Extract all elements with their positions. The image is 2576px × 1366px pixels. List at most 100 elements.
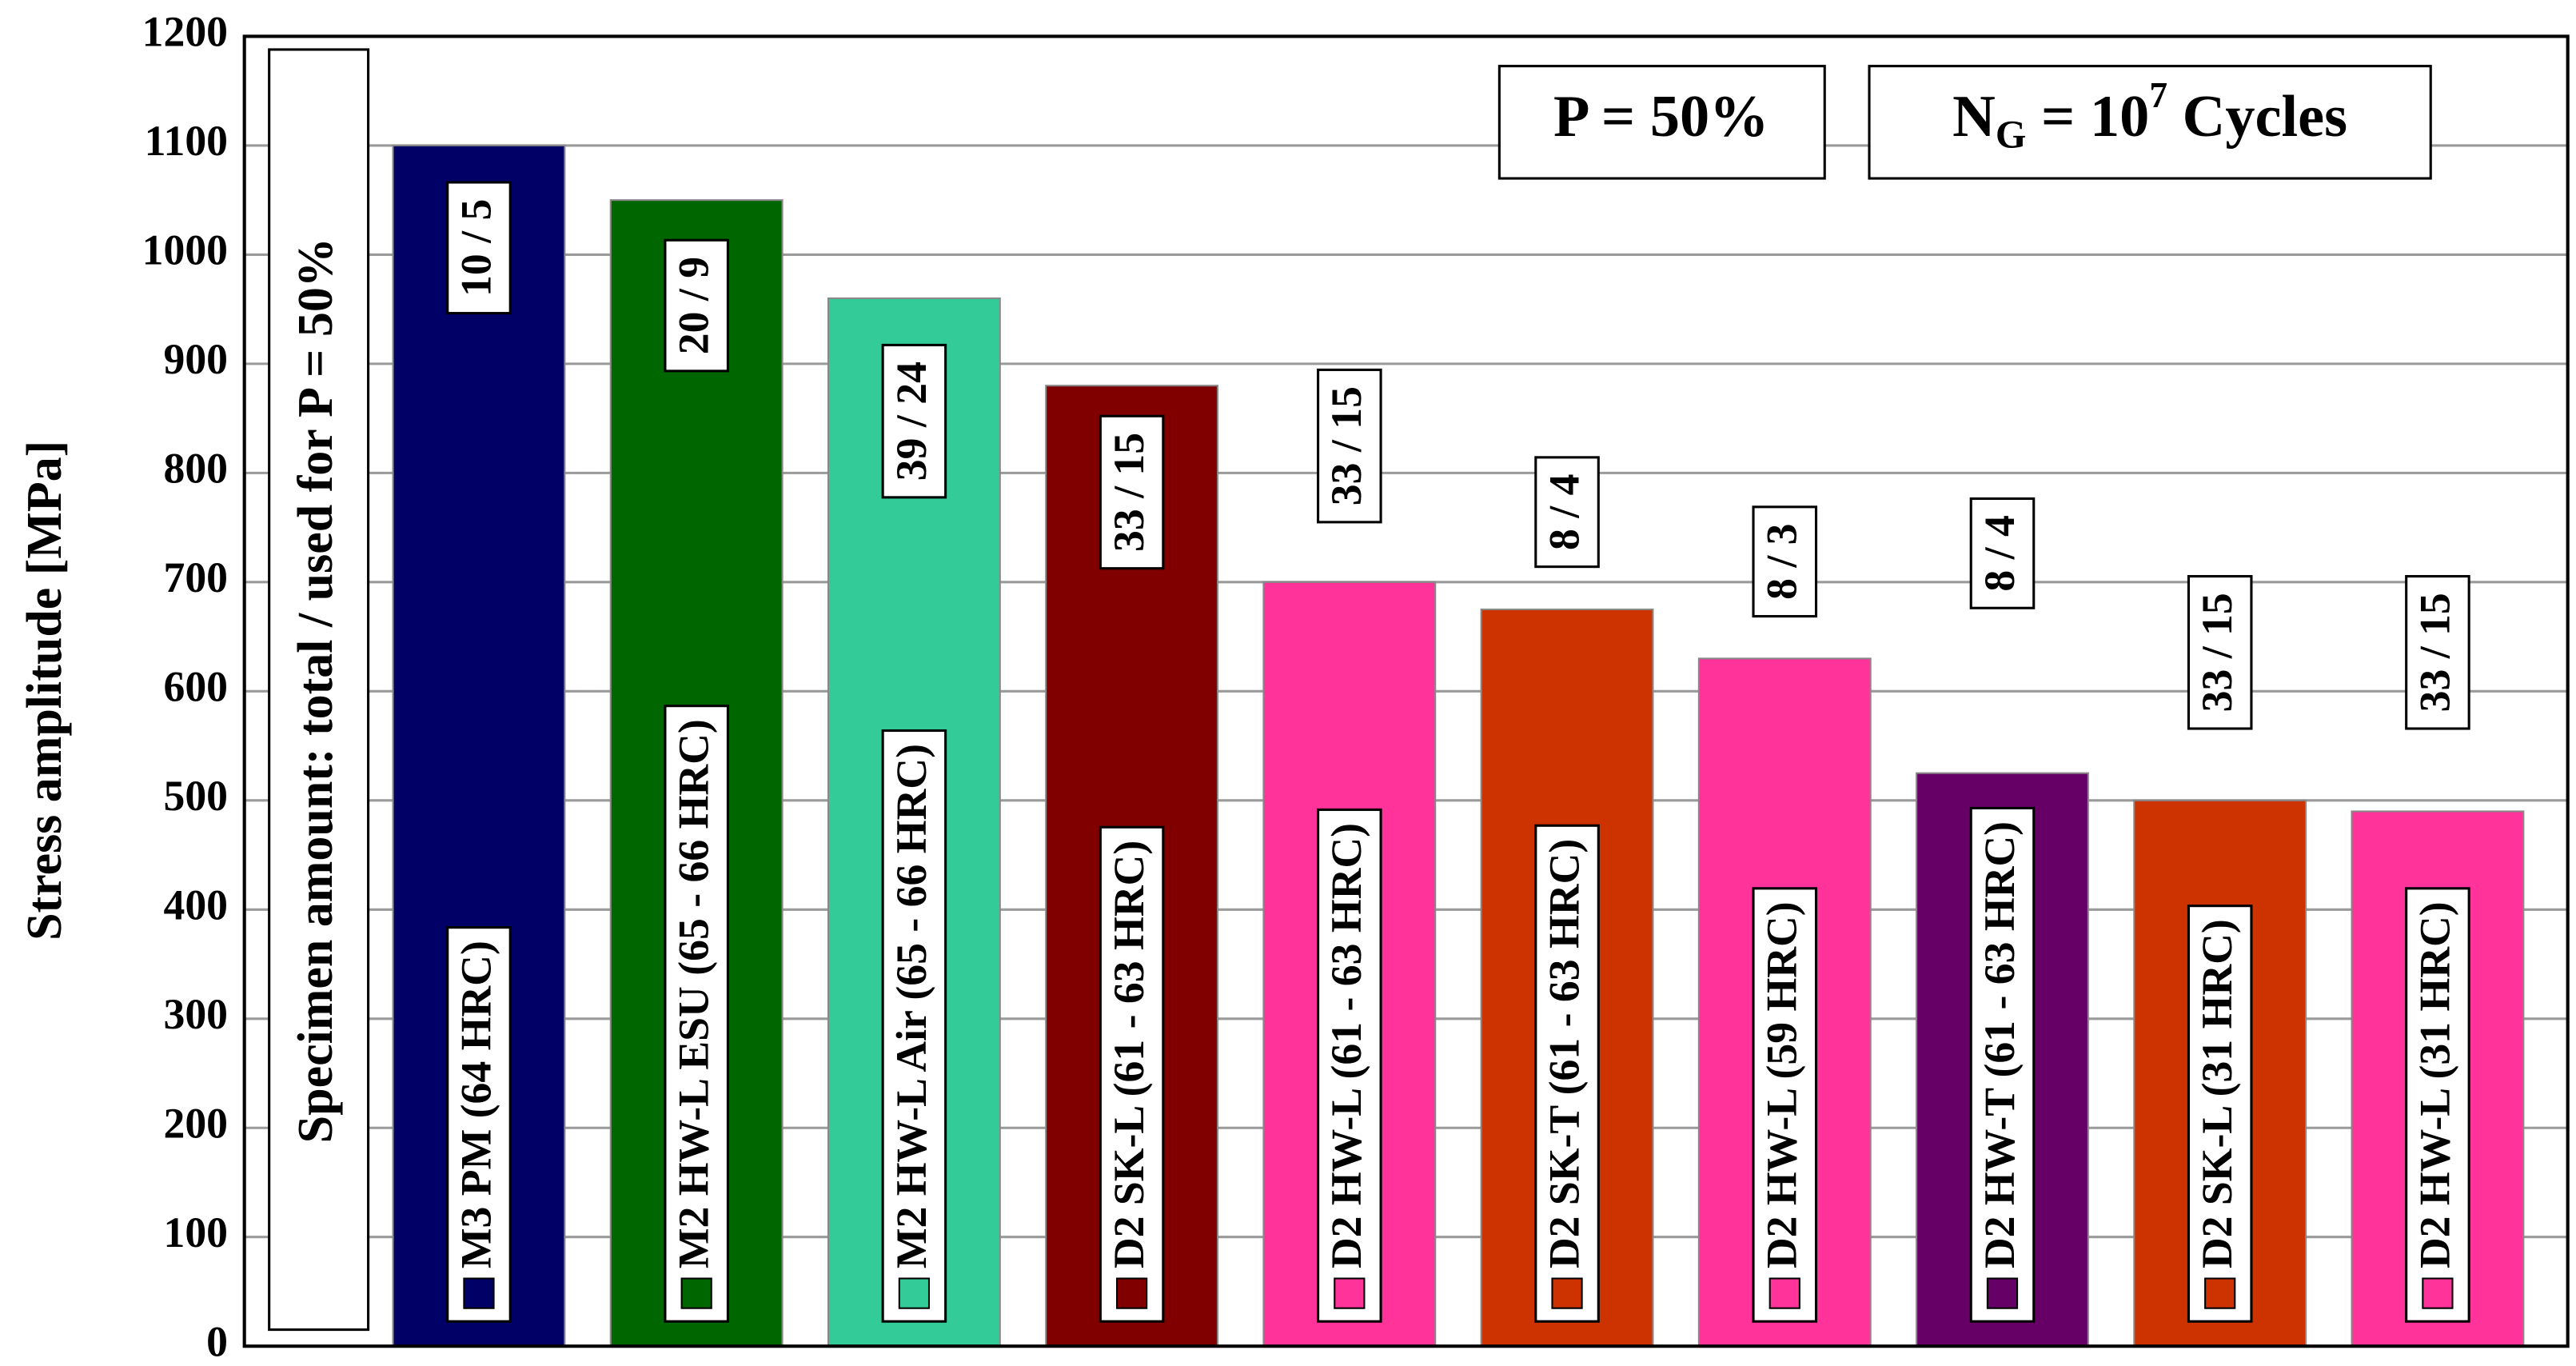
- category-label-text: D2 HW-L (61 - 63 HRC): [1322, 823, 1370, 1268]
- side-note-box: [268, 48, 370, 1332]
- count-label-text: 33 / 15: [2193, 593, 2241, 712]
- category-label-box: [2187, 905, 2253, 1323]
- legend-swatch: [463, 1277, 495, 1309]
- category-label: D2 SK-T (61 - 63 HRC): [1534, 824, 1600, 1323]
- count-label-box: [1969, 497, 2036, 609]
- count-label: 33 / 15: [1099, 414, 1165, 570]
- y-tick-label: 500: [163, 772, 228, 820]
- legend-swatch: [1334, 1277, 1366, 1309]
- category-label-box: [1099, 825, 1165, 1323]
- y-tick-label: 200: [163, 1100, 228, 1148]
- box-text-part: Cycles: [2167, 84, 2347, 150]
- count-label-text: 33 / 15: [2411, 593, 2458, 712]
- count-label: 8 / 4: [1534, 456, 1600, 569]
- y-tick-label: 700: [163, 553, 228, 601]
- category-label-box: [2405, 887, 2470, 1323]
- box-text-part: N: [1952, 84, 1996, 150]
- category-label: M3 PM (64 HRC): [446, 926, 512, 1323]
- category-label-text: D2 HW-T (61 - 63 HRC): [1976, 821, 2024, 1268]
- count-label: 8 / 3: [1752, 505, 1818, 618]
- category-label-box: [446, 926, 512, 1323]
- box-text: P = 50%: [1553, 84, 1769, 150]
- legend-swatch: [2204, 1277, 2236, 1309]
- y-axis-label: Stress amplitude [MPa]: [18, 441, 72, 941]
- category-label: D2 HW-L (61 - 63 HRC): [1317, 808, 1382, 1323]
- category-label-box: [881, 729, 947, 1323]
- labels: M3 PM (64 HRC) 10 / 5 M2 HW-L ESU (65 - 66…: [446, 181, 2470, 1323]
- category-label: D2 HW-T (61 - 63 HRC): [1969, 806, 2036, 1323]
- y-tick-label: 0: [206, 1318, 228, 1366]
- category-label: D2 SK-L (31 HRC): [2187, 905, 2253, 1323]
- category-label-text: M2 HW-L ESU (65 - 66 HRC): [670, 719, 718, 1268]
- side-note: Specimen amount: total / used for P = 50…: [268, 48, 370, 1332]
- count-label: 20 / 9: [664, 238, 729, 373]
- box: [1868, 65, 2432, 180]
- category-label-text: D2 SK-L (61 - 63 HRC): [1105, 841, 1153, 1268]
- count-label-text: 10 / 5: [452, 199, 500, 297]
- y-tick-label: 400: [163, 881, 228, 929]
- side-note-text: Specimen amount: total / used for P = 50…: [289, 238, 343, 1143]
- category-label: D2 HW-L (59 HRC): [1752, 887, 1818, 1323]
- category-label-text: D2 SK-L (31 HRC): [2193, 919, 2241, 1268]
- box-text: NG = 107 Cycles: [1952, 75, 2347, 157]
- count-label-text: 8 / 4: [1976, 515, 2024, 591]
- count-label: 8 / 4: [1969, 497, 2036, 609]
- legend-swatch: [1115, 1277, 1148, 1309]
- count-label-box: [446, 181, 512, 315]
- count-label-box: [1534, 456, 1600, 569]
- count-label: 33 / 15: [2405, 575, 2470, 730]
- category-label-text: D2 HW-L (59 HRC): [1758, 901, 1806, 1268]
- count-label-box: [1752, 505, 1818, 618]
- category-label-text: D2 SK-T (61 - 63 HRC): [1540, 839, 1588, 1268]
- category-label: D2 HW-L (31 HRC): [2405, 887, 2470, 1323]
- category-label-box: [664, 705, 729, 1323]
- y-tick-label: 1200: [142, 8, 228, 56]
- count-label: 33 / 15: [2187, 575, 2253, 730]
- y-tick-label: 600: [163, 663, 228, 711]
- legend-swatch: [2422, 1277, 2454, 1309]
- y-tick-label: 800: [163, 445, 228, 493]
- category-label-box: [1752, 887, 1818, 1323]
- y-tick-label: 1000: [142, 226, 228, 274]
- count-label-box: [1099, 414, 1165, 570]
- cycles-box: NG = 107 Cycles: [1868, 65, 2432, 180]
- count-label-text: 8 / 3: [1758, 523, 1806, 599]
- category-label-box: [1969, 806, 2036, 1323]
- count-label-box: [881, 343, 947, 499]
- count-label: 10 / 5: [446, 181, 512, 315]
- count-label-box: [1317, 368, 1382, 524]
- count-label-text: 8 / 4: [1540, 474, 1588, 550]
- category-label: D2 SK-L (61 - 63 HRC): [1099, 825, 1165, 1323]
- category-label: M2 HW-L Air (65 - 66 HRC): [881, 729, 947, 1323]
- box: [1497, 65, 1826, 180]
- category-label-text: M3 PM (64 HRC): [452, 941, 500, 1268]
- count-label-box: [664, 238, 729, 373]
- y-tick-label: 1100: [145, 117, 228, 165]
- y-tick-label: 300: [163, 990, 228, 1038]
- count-label-text: 39 / 24: [887, 361, 935, 481]
- legend-swatch: [680, 1277, 712, 1309]
- count-label: 33 / 15: [1317, 368, 1382, 524]
- y-tick-label: 100: [163, 1208, 228, 1256]
- category-label-text: M2 HW-L Air (65 - 66 HRC): [887, 744, 935, 1268]
- legend-swatch: [1769, 1277, 1800, 1309]
- plot-border: [242, 34, 2570, 1348]
- box-text-part: P = 50%: [1553, 84, 1769, 150]
- y-tick-label: 900: [163, 335, 228, 383]
- legend-swatch: [1986, 1277, 2019, 1309]
- box-text-superscript: 7: [2149, 75, 2167, 115]
- count-label: 39 / 24: [881, 343, 947, 499]
- count-label-text: 33 / 15: [1105, 433, 1153, 552]
- category-label: M2 HW-L ESU (65 - 66 HRC): [664, 705, 729, 1323]
- probability-box: P = 50%: [1497, 65, 1826, 180]
- category-label-text: D2 HW-L (31 HRC): [2411, 901, 2458, 1268]
- count-label-box: [2187, 575, 2253, 730]
- box-text-subscript: G: [1996, 113, 2027, 157]
- count-label-text: 20 / 9: [670, 257, 718, 354]
- legend-swatch: [898, 1277, 931, 1309]
- category-label-box: [1317, 808, 1382, 1323]
- box-text-part: = 10: [2026, 84, 2149, 150]
- legend-swatch: [1551, 1277, 1583, 1309]
- count-label-box: [2405, 575, 2470, 730]
